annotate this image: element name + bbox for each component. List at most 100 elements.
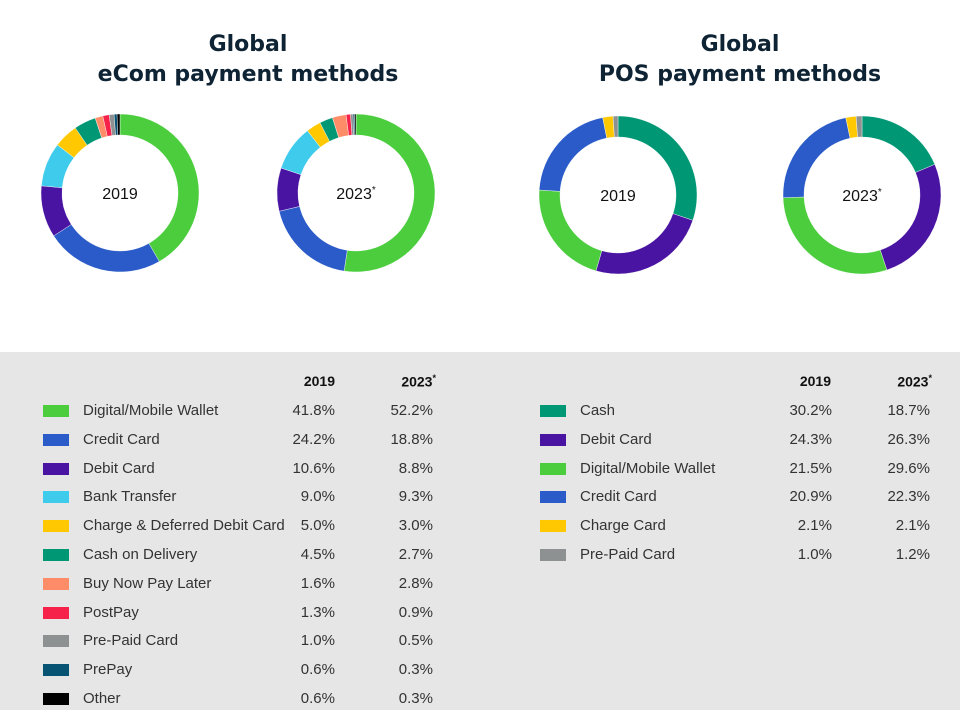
legend-swatch — [43, 635, 69, 648]
legend-swatch — [43, 491, 69, 504]
value-2019: 2.1% — [797, 517, 832, 535]
ecom-2023-slice-debit-card — [276, 167, 302, 212]
value-2023: 52.2% — [390, 402, 433, 419]
legend-label: Debit Card — [83, 459, 155, 477]
pos-2023-slice-debit-card — [879, 164, 942, 271]
ecom-2023-slice-credit-card — [278, 206, 348, 272]
ecom-legend-row-charge-deferred-debit-card: Charge & Deferred Debit Card 5.0% 3.0% — [43, 516, 483, 536]
pos-legend-row-digital-mobile-wallet: Digital/Mobile Wallet 21.5% 29.6% — [540, 459, 960, 479]
pos-2019-slice-pre-paid-card — [612, 115, 619, 138]
legend-label: Credit Card — [580, 488, 657, 506]
pos-2023-donut: 2023* — [782, 115, 942, 275]
ecom-2019-slice-credit-card — [53, 224, 160, 273]
value-2019: 30.2% — [789, 402, 832, 419]
value-2023: 9.3% — [398, 488, 433, 506]
value-2019: 1.0% — [300, 632, 335, 650]
pos-2023-slice-digital-mobile-wallet — [782, 196, 888, 275]
legend-swatch — [43, 577, 69, 590]
pos-legend-row-pre-paid-card: Pre-Paid Card 1.0% 1.2% — [540, 545, 960, 565]
ecom-2023-center-label: 2023* — [336, 185, 376, 203]
pos-legend-row-debit-card: Debit Card 24.3% 26.3% — [540, 430, 960, 450]
ecom-legend-row-bank-transfer: Bank Transfer 9.0% 9.3% — [43, 487, 483, 507]
pos-2023-center-label: 2023* — [842, 187, 882, 205]
value-2023: 0.3% — [398, 690, 433, 707]
ecom-legend-row-postpay: PostPay 1.3% 0.9% — [43, 603, 483, 623]
ecom-title: Global eCom payment methods — [97, 32, 399, 87]
legend-swatch — [43, 405, 69, 417]
legend-label: Pre-Paid Card — [580, 546, 676, 563]
value-2019: 0.6% — [300, 690, 335, 707]
value-2023: 3.0% — [398, 517, 433, 535]
legend-label: Other — [83, 690, 121, 707]
legend-panel: 2019 2023* 2019 2023* Digital/Mobile Wal… — [0, 352, 960, 710]
pos-col-2023: 2023* — [897, 373, 932, 390]
ecom-2023-donut: 2023* — [276, 113, 436, 273]
value-2019: 21.5% — [789, 459, 832, 477]
value-2023: 2.8% — [398, 574, 433, 592]
pos-title: Global POS payment methods — [598, 32, 882, 87]
value-2023: 18.7% — [887, 402, 930, 419]
value-2019: 24.2% — [292, 430, 335, 448]
pos-legend-row-credit-card: Credit Card 20.9% 22.3% — [540, 487, 960, 507]
legend-swatch — [43, 520, 69, 533]
pos-2019-slice-digital-mobile-wallet — [538, 189, 603, 272]
ecom-2019-slice-digital-mobile-wallet — [119, 113, 200, 262]
legend-swatch — [540, 405, 566, 417]
value-2019: 9.0% — [300, 488, 335, 506]
pos-2019-center-label: 2019 — [600, 188, 636, 205]
value-2023: 0.3% — [398, 661, 433, 679]
ecom-2019-center-label: 2019 — [102, 186, 138, 203]
ecom-2019-slice-other — [116, 113, 121, 136]
legend-label: Cash on Delivery — [83, 546, 198, 563]
ecom-legend-row-cash-on-delivery: Cash on Delivery 4.5% 2.7% — [43, 545, 483, 565]
value-2023: 2.7% — [398, 546, 433, 563]
legend-label: Credit Card — [83, 430, 160, 448]
legend-label: Digital/Mobile Wallet — [580, 459, 716, 477]
value-2019: 5.0% — [300, 517, 335, 535]
ecom-legend-row-debit-card: Debit Card 10.6% 8.8% — [43, 459, 483, 479]
pos-2023-slice-pre-paid-card — [855, 115, 863, 138]
pos-2023-slice-cash — [861, 115, 936, 173]
value-2019: 1.0% — [797, 546, 832, 563]
legend-swatch — [43, 549, 69, 561]
value-2019: 0.6% — [300, 661, 335, 679]
ecom-2023-slice-other — [354, 113, 357, 136]
value-2019: 41.8% — [292, 402, 335, 419]
pos-legend-row-cash: Cash 30.2% 18.7% — [540, 401, 960, 421]
pos-2019-slice-debit-card — [595, 213, 694, 275]
ecom-legend-row-other: Other 0.6% 0.3% — [43, 689, 483, 709]
value-2019: 4.5% — [300, 546, 335, 563]
legend-swatch — [43, 433, 69, 446]
legend-label: Pre-Paid Card — [83, 632, 179, 650]
legend-swatch — [43, 664, 69, 677]
legend-swatch — [540, 491, 566, 504]
legend-label: Bank Transfer — [83, 488, 177, 506]
value-2023: 0.5% — [398, 632, 433, 650]
legend-label: Buy Now Pay Later — [83, 574, 212, 592]
pos-2019-slice-credit-card — [538, 117, 608, 192]
value-2023: 18.8% — [390, 430, 433, 448]
value-2023: 26.3% — [887, 430, 930, 448]
ecom-col-2019: 2019 — [303, 373, 335, 389]
legend-swatch — [540, 520, 566, 533]
ecom-legend-row-buy-now-pay-later: Buy Now Pay Later 1.6% 2.8% — [43, 574, 483, 594]
legend-swatch — [540, 462, 566, 475]
legend-swatch — [43, 606, 69, 619]
legend-swatch — [540, 549, 566, 561]
ecom-legend-row-pre-paid-card: Pre-Paid Card 1.0% 0.5% — [43, 631, 483, 651]
value-2023: 2.1% — [895, 517, 930, 535]
value-2023: 29.6% — [887, 459, 930, 477]
pos-legend-row-charge-card: Charge Card 2.1% 2.1% — [540, 516, 960, 536]
value-2019: 24.3% — [789, 430, 832, 448]
legend-label: Digital/Mobile Wallet — [83, 402, 219, 419]
legend-swatch — [540, 433, 566, 446]
legend-label: PostPay — [83, 603, 139, 621]
pos-2023-slice-credit-card — [782, 117, 851, 198]
legend-label: Charge & Deferred Debit Card — [83, 517, 285, 535]
value-2019: 1.3% — [300, 603, 335, 621]
value-2023: 8.8% — [398, 459, 433, 477]
legend-label: PrePay — [83, 661, 133, 679]
value-2023: 0.9% — [398, 603, 433, 621]
value-2019: 10.6% — [292, 459, 335, 477]
legend-label: Debit Card — [580, 430, 652, 448]
